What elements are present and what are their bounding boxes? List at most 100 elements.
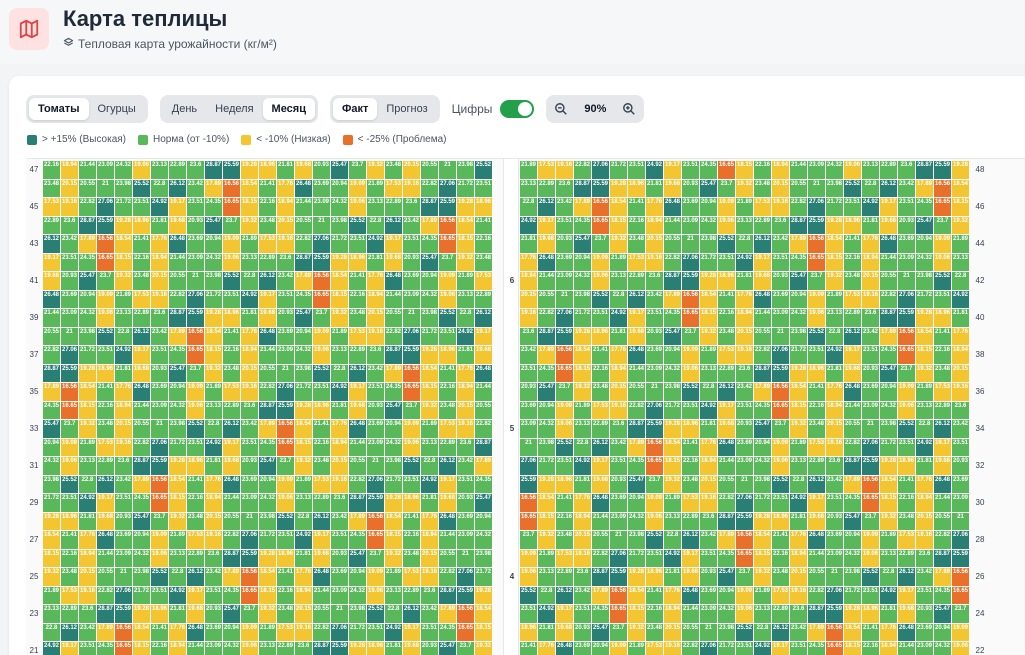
- heatmap-cell[interactable]: 20.94: [331, 179, 348, 197]
- heatmap-cell[interactable]: 27.06: [313, 235, 330, 253]
- heatmap-cell[interactable]: 21.44: [349, 438, 366, 456]
- heatmap-cell[interactable]: 19.16: [115, 438, 132, 456]
- heatmap-cell[interactable]: 18.94: [700, 457, 717, 475]
- heatmap-cell[interactable]: 20.15: [367, 309, 384, 327]
- heatmap-cell[interactable]: 20.15: [115, 420, 132, 438]
- heatmap-cell[interactable]: 23.13: [790, 457, 807, 475]
- heatmap-cell[interactable]: 24.32: [826, 161, 843, 179]
- heatmap-cell[interactable]: 26.12: [97, 475, 114, 493]
- heatmap-cell[interactable]: 23.7: [592, 235, 609, 253]
- heatmap-cell[interactable]: 18.96: [898, 457, 915, 475]
- heatmap-cell[interactable]: 19.68: [475, 346, 492, 364]
- heatmap-cell[interactable]: 28.87: [574, 179, 591, 197]
- heatmap-cell[interactable]: 16.65: [592, 216, 609, 234]
- heatmap-cell[interactable]: 21.44: [169, 253, 186, 271]
- heatmap-cell[interactable]: 18.96: [151, 605, 168, 623]
- heatmap-cell[interactable]: 24.32: [115, 161, 132, 179]
- heatmap-cell[interactable]: 26.48: [169, 235, 186, 253]
- heatmap-cell[interactable]: 17.76: [421, 512, 438, 530]
- heatmap-cell[interactable]: 23.51: [808, 346, 825, 364]
- heatmap-cell[interactable]: 22.89: [97, 457, 114, 475]
- heatmap-cell[interactable]: 22.82: [349, 475, 366, 493]
- heatmap-cell[interactable]: 18.54: [295, 420, 312, 438]
- heatmap-cell[interactable]: 19.68: [403, 642, 420, 655]
- heatmap-cell[interactable]: 21: [151, 420, 168, 438]
- heatmap-cell[interactable]: 23.51: [61, 253, 78, 271]
- heatmap-cell[interactable]: 23.48: [934, 364, 951, 382]
- heatmap-cell[interactable]: 21: [115, 568, 132, 586]
- heatmap-cell[interactable]: 18.54: [844, 623, 861, 641]
- heatmap-cell[interactable]: 21.81: [241, 309, 258, 327]
- heatmap-cell[interactable]: 23.13: [151, 161, 168, 179]
- heatmap-cell[interactable]: 19.28: [331, 253, 348, 271]
- heatmap-cell[interactable]: 17.89: [205, 179, 222, 197]
- heatmap-cell[interactable]: 18.94: [790, 549, 807, 567]
- heatmap-cell[interactable]: 18.96: [277, 549, 294, 567]
- heatmap-cell[interactable]: 20.94: [349, 568, 366, 586]
- heatmap-cell[interactable]: 17.76: [664, 586, 681, 604]
- heatmap-cell[interactable]: 18.94: [169, 642, 186, 655]
- heatmap-cell[interactable]: 25.47: [574, 235, 591, 253]
- heatmap-cell[interactable]: 17.76: [457, 364, 474, 382]
- heatmap-cell[interactable]: 20.15: [457, 401, 474, 419]
- heatmap-cell[interactable]: 26.12: [43, 235, 60, 253]
- heatmap-cell[interactable]: 24.35: [79, 253, 96, 271]
- heatmap-cell[interactable]: 23.6: [403, 198, 420, 216]
- heatmap-cell[interactable]: 25.52: [349, 216, 366, 234]
- heatmap-cell[interactable]: 17.76: [295, 568, 312, 586]
- heatmap-cell[interactable]: 21: [772, 327, 789, 345]
- heatmap-cell[interactable]: 23.7: [808, 272, 825, 290]
- heatmap-cell[interactable]: 23.51: [367, 383, 384, 401]
- heatmap-cell[interactable]: 22.8: [151, 179, 168, 197]
- heatmap-cell[interactable]: 27.06: [592, 161, 609, 179]
- heatmap-cell[interactable]: 22.8: [385, 605, 402, 623]
- heatmap-cell[interactable]: 18.94: [880, 642, 897, 655]
- heatmap-cell[interactable]: 19.28: [43, 512, 60, 530]
- heatmap-cell[interactable]: 21.41: [187, 475, 204, 493]
- heatmap-cell[interactable]: 19.17: [898, 586, 915, 604]
- heatmap-cell[interactable]: 23.69: [556, 253, 573, 271]
- heatmap-cell[interactable]: 21.44: [385, 290, 402, 308]
- heatmap-cell[interactable]: 23.7: [61, 420, 78, 438]
- heatmap-cell[interactable]: 23.51: [79, 642, 96, 655]
- heatmap-cell[interactable]: 17.76: [169, 623, 186, 641]
- heatmap-cell[interactable]: 22.16: [646, 605, 663, 623]
- heatmap-cell[interactable]: 17.89: [592, 586, 609, 604]
- heatmap-cell[interactable]: 19.16: [79, 586, 96, 604]
- heatmap-cell[interactable]: 26.12: [628, 290, 645, 308]
- heatmap-cell[interactable]: 25.59: [862, 457, 879, 475]
- heatmap-cell[interactable]: 18.94: [664, 605, 681, 623]
- heatmap-cell[interactable]: 25.52: [187, 420, 204, 438]
- heatmap-cell[interactable]: 23.6: [187, 161, 204, 179]
- heatmap-cell[interactable]: 19.68: [385, 253, 402, 271]
- heatmap-cell[interactable]: 21.44: [754, 309, 771, 327]
- heatmap-cell[interactable]: 20.55: [790, 179, 807, 197]
- heatmap-cell[interactable]: 26.12: [682, 531, 699, 549]
- heatmap-cell[interactable]: 21: [682, 235, 699, 253]
- heatmap-cell[interactable]: 23.6: [700, 512, 717, 530]
- heatmap-cell[interactable]: 18.15: [115, 253, 132, 271]
- heatmap-cell[interactable]: 26.48: [538, 253, 555, 271]
- heatmap-cell[interactable]: 18.96: [475, 198, 492, 216]
- heatmap-cell[interactable]: 25.52: [844, 179, 861, 197]
- heatmap-cell[interactable]: 24.32: [700, 216, 717, 234]
- heatmap-cell[interactable]: 21.44: [97, 549, 114, 567]
- heatmap-cell[interactable]: 16.65: [313, 290, 330, 308]
- heatmap-cell[interactable]: 19.68: [664, 179, 681, 197]
- heatmap-cell[interactable]: 22.82: [664, 253, 681, 271]
- heatmap-cell[interactable]: 19.68: [934, 457, 951, 475]
- heatmap-cell[interactable]: 23.42: [826, 475, 843, 493]
- heatmap-cell[interactable]: 23.51: [367, 623, 384, 641]
- heatmap-cell[interactable]: 23.98: [880, 420, 897, 438]
- heatmap-cell[interactable]: 21.44: [682, 605, 699, 623]
- heatmap-cell[interactable]: 21: [439, 161, 456, 179]
- heatmap-cell[interactable]: 20.55: [259, 364, 276, 382]
- heatmap-cell[interactable]: 23.48: [718, 327, 735, 345]
- heatmap-cell[interactable]: 21.44: [898, 642, 915, 655]
- heatmap-cell[interactable]: 23.98: [385, 457, 402, 475]
- heatmap-cell[interactable]: 23.98: [205, 272, 222, 290]
- heatmap-cell[interactable]: 22.89: [844, 309, 861, 327]
- heatmap-cell[interactable]: 23.51: [187, 438, 204, 456]
- heatmap-cell[interactable]: 24.92: [880, 586, 897, 604]
- heatmap-cell[interactable]: 22.16: [259, 198, 276, 216]
